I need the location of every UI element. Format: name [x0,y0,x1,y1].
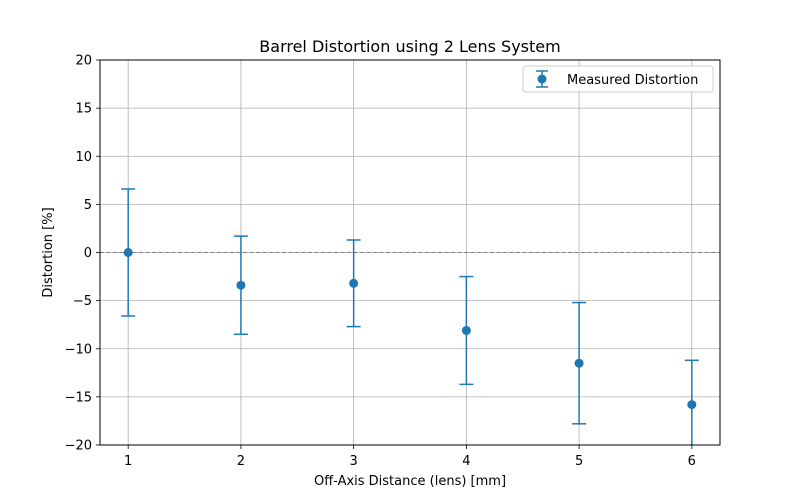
legend-box [522,65,714,93]
x-tick-label: 3 [349,454,357,469]
legend: Measured Distortion [522,65,714,93]
y-tick-label: 0 [84,246,92,261]
data-point [574,358,584,368]
y-tick-label: −20 [65,439,92,454]
y-tick-label: −5 [73,294,92,309]
data-point [236,280,246,290]
data-point [687,400,697,410]
data-point [349,278,359,288]
axis-layer: 1 2 3 4 5 6 −20 −15 −10 −5 0 5 10 15 20 [65,54,696,470]
legend-point [537,74,547,84]
data-point [461,325,471,335]
x-axis-label: Off-Axis Distance (lens) [mm] [314,474,506,489]
y-axis-label: Distortion [%] [41,207,56,297]
y-tick-label: 10 [75,150,92,165]
x-tick-label: 4 [462,454,470,469]
y-tick-label: −15 [65,390,92,405]
data-point [123,248,133,257]
legend-label: Measured Distortion [567,73,698,88]
data-layer [121,188,699,445]
x-tick-label: 5 [575,454,583,469]
y-tick-label: 20 [75,54,92,69]
legend-marker [536,70,548,88]
y-tick-label: −10 [65,342,92,357]
x-tick-label: 2 [237,454,245,469]
chart-title: Barrel Distortion using 2 Lens System [259,37,560,56]
y-tick-label: 15 [75,102,92,117]
x-tick-label: 1 [124,454,132,469]
y-tick-label: 5 [84,198,92,213]
x-tick-label: 6 [688,454,696,469]
